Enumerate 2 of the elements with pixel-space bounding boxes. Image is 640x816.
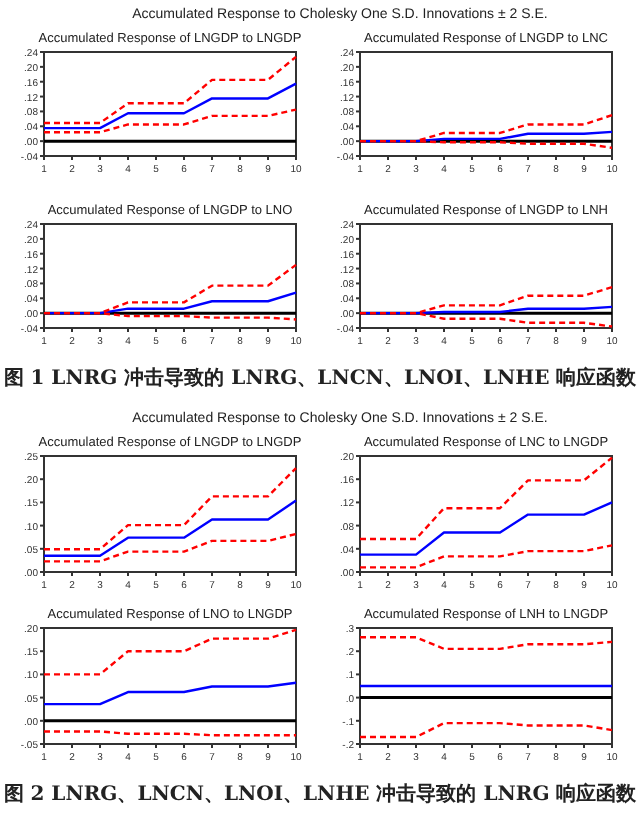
caption: 图 1 LNRG 冲击导致的 LNRG、LNCN、LNOI、LNHE 响应函数 <box>3 366 639 390</box>
caption: 图 2 LNRG、LNCN、LNOI、LNHE 冲击导致的 LNRG 响应函数 <box>3 782 639 806</box>
